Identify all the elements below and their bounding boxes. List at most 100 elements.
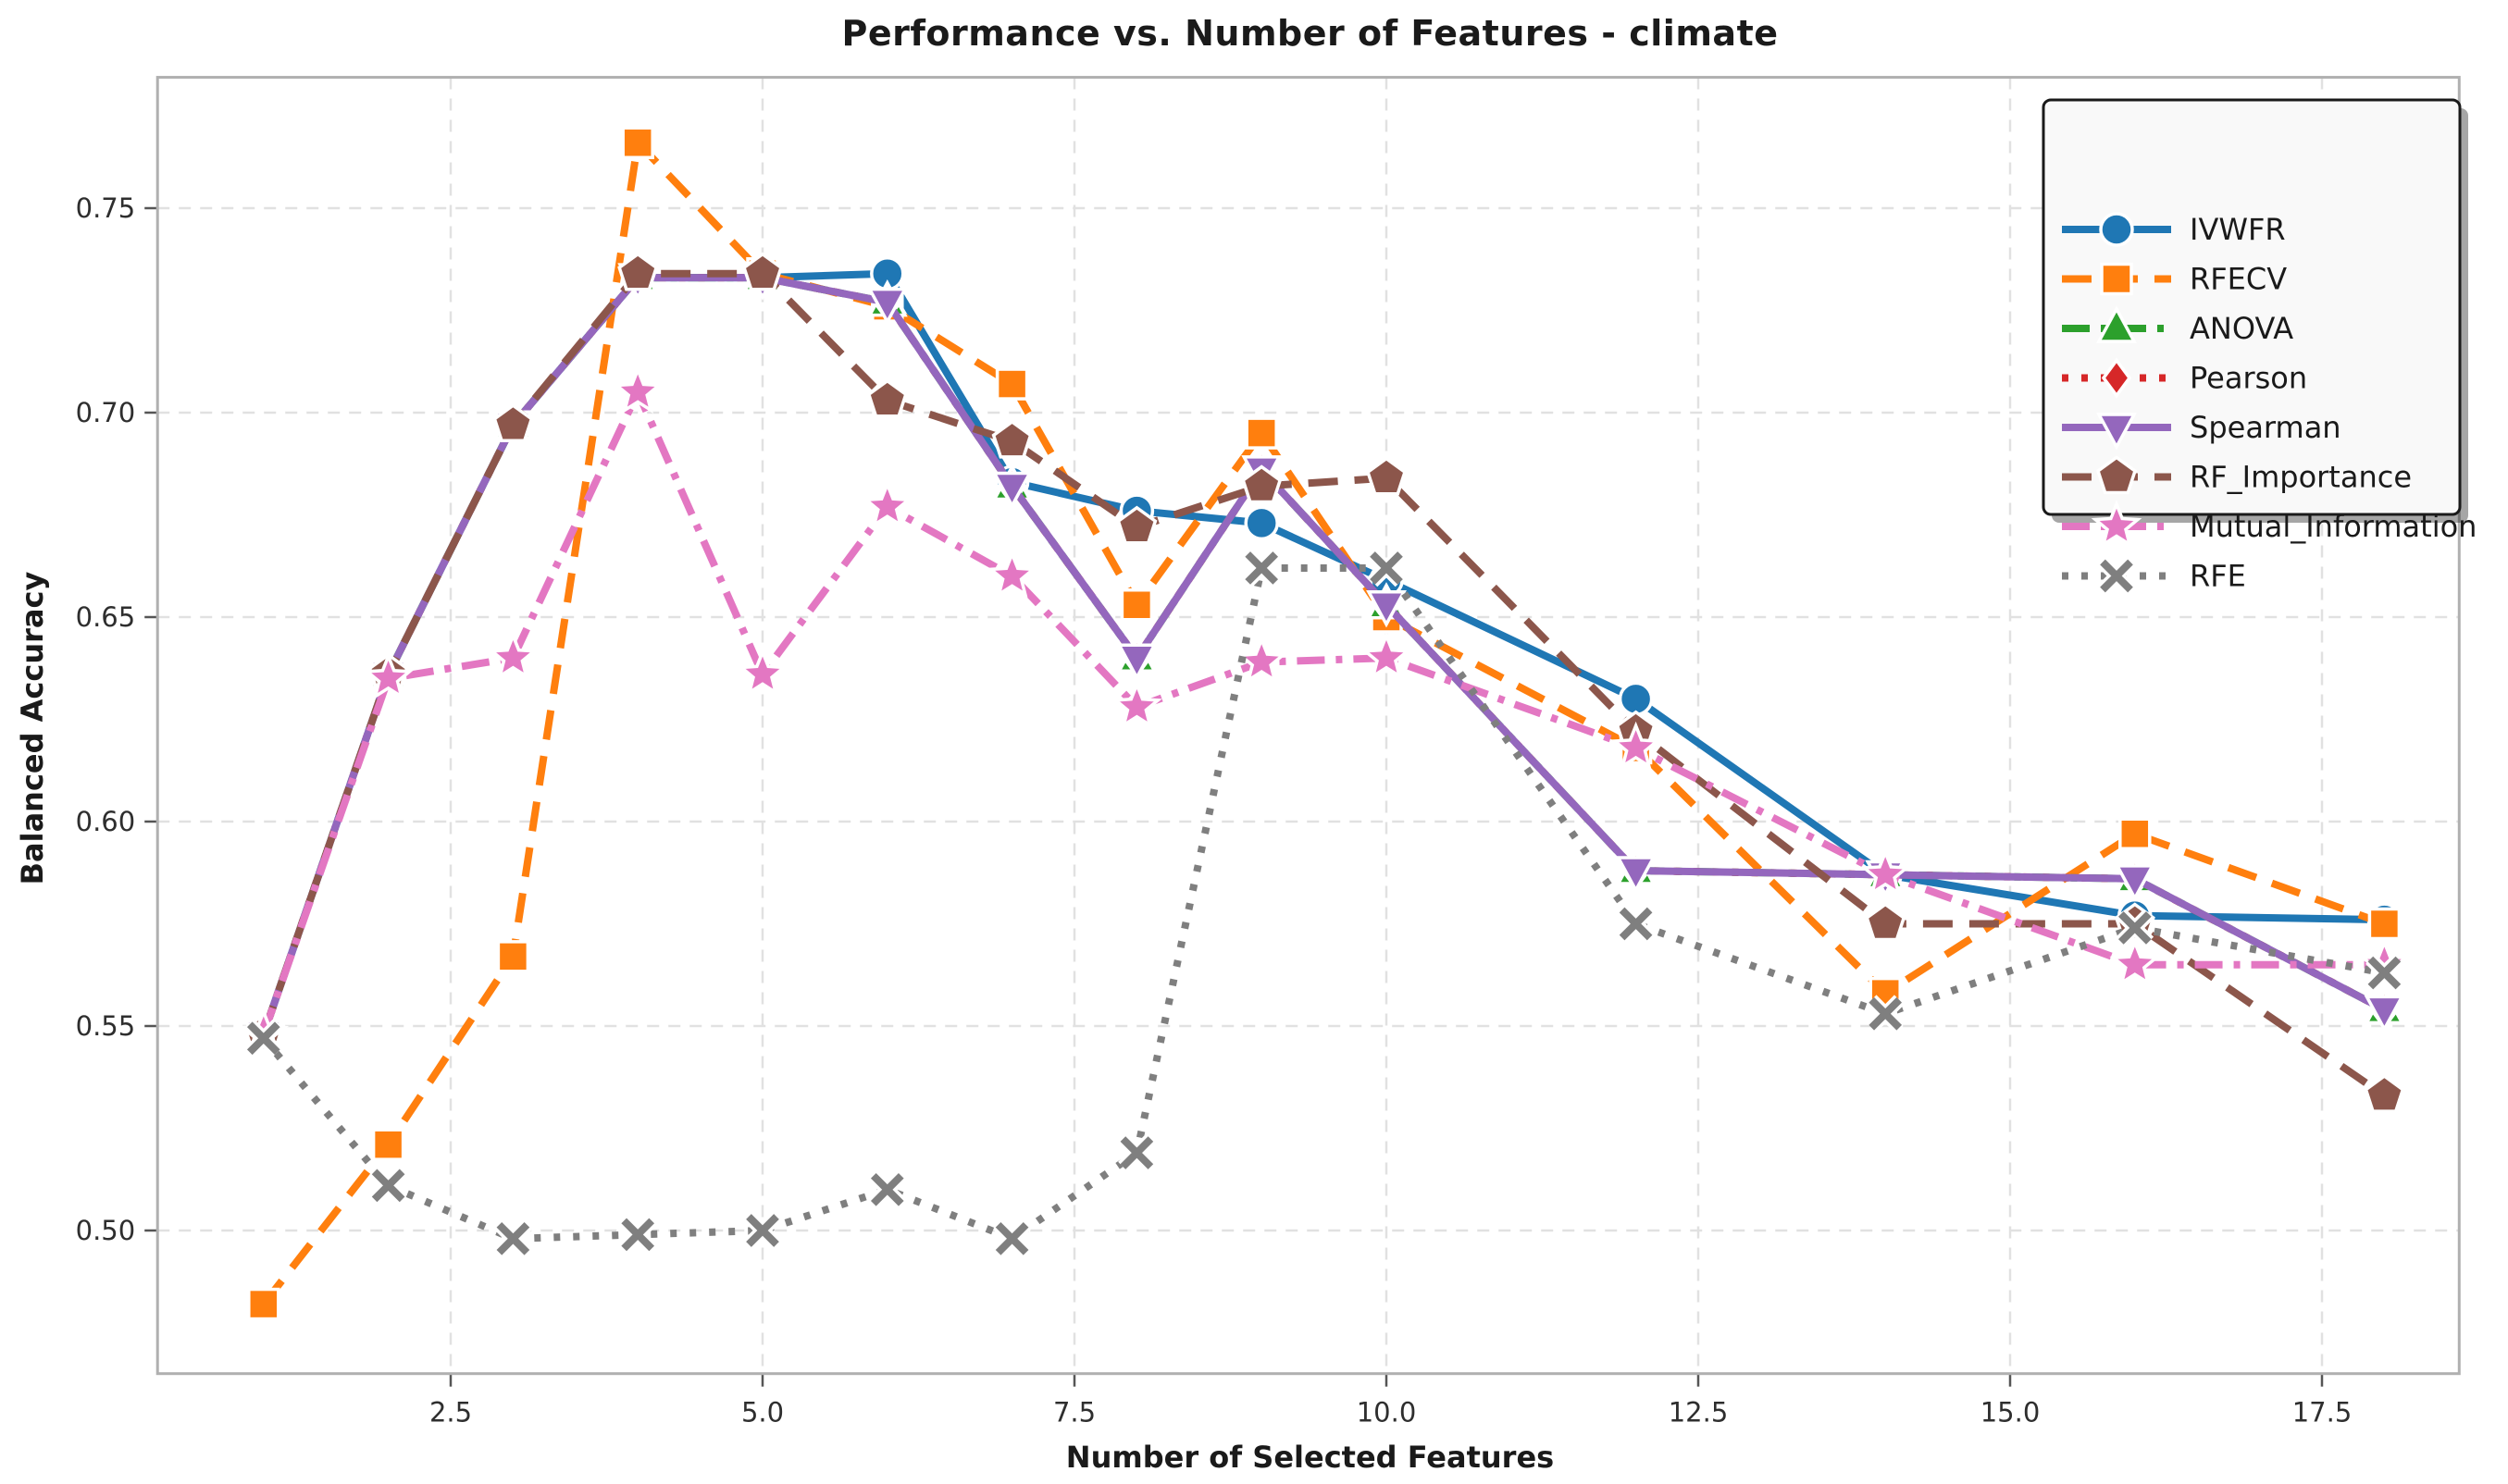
- y-tick-label: 0.60: [76, 806, 136, 837]
- triangle-down-marker: [1366, 589, 1407, 628]
- x-marker: [868, 1170, 907, 1209]
- star-marker: [862, 479, 913, 528]
- legend-label: IVWFR: [2190, 212, 2286, 247]
- x-marker: [1866, 995, 1905, 1033]
- legend-item-Spearman: Spearman: [2062, 410, 2341, 451]
- y-tick-label: 0.55: [76, 1010, 136, 1042]
- legend-box: [2042, 98, 2462, 516]
- pentagon-marker: [2364, 1073, 2405, 1113]
- star-marker: [612, 365, 664, 414]
- pentagon-marker: [1365, 456, 1408, 496]
- square-marker: [247, 1287, 280, 1321]
- y-axis-label: Balanced Accuracy: [15, 571, 50, 885]
- square-marker: [371, 1128, 405, 1161]
- axis-ticks: 2.5 5.0 7.5 10.0 12.5 15.0 17.5 0.50 0.55 0.60 0.6…: [76, 192, 2353, 1428]
- x-marker: [1367, 549, 1406, 587]
- x-tick-label: 17.5: [2292, 1397, 2353, 1428]
- x-axis-label: Number of Selected Features: [1065, 1440, 1555, 1475]
- pentagon-marker: [866, 378, 908, 418]
- triangle-down-marker: [991, 471, 1033, 510]
- series-RFE: [244, 549, 2403, 1258]
- legend-item-IVWFR: IVWFR: [2062, 212, 2286, 247]
- x-marker: [618, 1216, 657, 1254]
- triangle-down-marker: [2096, 413, 2137, 451]
- x-marker: [244, 1019, 283, 1057]
- x-marker: [494, 1219, 532, 1258]
- star-marker: [1360, 631, 1412, 680]
- x-marker: [369, 1167, 407, 1205]
- pentagon-marker: [1865, 902, 1906, 942]
- legend-label: Pearson: [2190, 361, 2307, 396]
- star-marker: [1111, 680, 1162, 729]
- x-tick-label: 7.5: [1053, 1397, 1096, 1428]
- pentagon-marker: [1116, 505, 1158, 545]
- triangle-down-marker: [1116, 643, 1158, 681]
- legend-label: Mutual_Information: [2190, 509, 2477, 544]
- x-marker: [1242, 549, 1281, 587]
- x-marker: [1617, 905, 1655, 943]
- star-marker: [1610, 721, 1661, 770]
- star-marker: [737, 648, 788, 697]
- x-tick-label: 10.0: [1357, 1397, 1417, 1428]
- x-marker: [993, 1219, 1031, 1258]
- x-tick-label: 5.0: [741, 1397, 784, 1428]
- pentagon-marker: [492, 403, 534, 442]
- y-tick-label: 0.65: [76, 601, 136, 633]
- star-marker: [363, 651, 414, 700]
- circle-marker: [2099, 212, 2134, 247]
- triangle-down-marker: [1615, 856, 1657, 894]
- square-marker: [2118, 817, 2152, 851]
- legend-item-ANOVA: ANOVA: [2062, 305, 2293, 346]
- pentagon-marker: [2095, 455, 2138, 495]
- legend-label: RFE: [2190, 559, 2246, 594]
- star-marker: [1235, 635, 1287, 684]
- x-tick-label: 15.0: [1980, 1397, 2041, 1428]
- pentagon-marker: [617, 252, 659, 291]
- legend-label: RFECV: [2190, 262, 2287, 297]
- y-tick-label: 0.50: [76, 1215, 136, 1246]
- legend-item-RFECV: RFECV: [2062, 262, 2287, 297]
- x-marker: [743, 1211, 782, 1250]
- circle-marker: [1244, 505, 1279, 541]
- square-marker: [2367, 907, 2402, 941]
- legend-item-Mutual_Information: Mutual_Information: [2062, 500, 2477, 549]
- square-marker: [1120, 587, 1154, 622]
- pentagon-marker: [1241, 464, 1283, 504]
- x-marker: [2116, 909, 2154, 947]
- x-marker: [2365, 954, 2403, 992]
- y-tick-label: 0.75: [76, 192, 136, 224]
- star-marker: [1859, 847, 1911, 897]
- star-marker: [987, 550, 1037, 599]
- square-marker: [995, 367, 1029, 401]
- diamond-marker: [2101, 357, 2132, 399]
- triangle-down-marker: [2114, 864, 2155, 902]
- plot-border: [155, 76, 2461, 1376]
- legend-item-RFE: RFE: [2062, 557, 2246, 595]
- legend: IVWFR RFECV ANOVA Pearson Spearman RF_Importa…: [2042, 98, 2477, 595]
- square-marker: [621, 126, 654, 160]
- star-marker: [2109, 937, 2161, 986]
- legend-item-RF_Importance: RF_Importance: [2062, 455, 2412, 495]
- x-marker: [2097, 557, 2136, 595]
- legend-item-Pearson: Pearson: [2062, 357, 2307, 399]
- star-marker: [2091, 500, 2142, 549]
- triangle-down-marker: [2364, 995, 2405, 1033]
- y-tick-label: 0.70: [76, 397, 136, 428]
- x-tick-label: 2.5: [429, 1397, 472, 1428]
- pentagon-marker: [741, 252, 784, 291]
- pentagon-marker: [991, 419, 1033, 459]
- square-marker: [496, 940, 530, 973]
- square-marker: [2100, 262, 2133, 296]
- legend-label: Spearman: [2190, 410, 2341, 445]
- x-tick-label: 12.5: [1669, 1397, 1729, 1428]
- square-marker: [1245, 416, 1278, 450]
- legend-label: ANOVA: [2190, 311, 2293, 346]
- legend-label: RF_Importance: [2190, 460, 2412, 495]
- chart-title: Performance vs. Number of Features - cli…: [841, 13, 1779, 54]
- circle-marker: [1618, 681, 1654, 717]
- x-marker: [1118, 1133, 1156, 1172]
- triangle-down-marker: [866, 287, 908, 326]
- star-marker: [488, 631, 539, 680]
